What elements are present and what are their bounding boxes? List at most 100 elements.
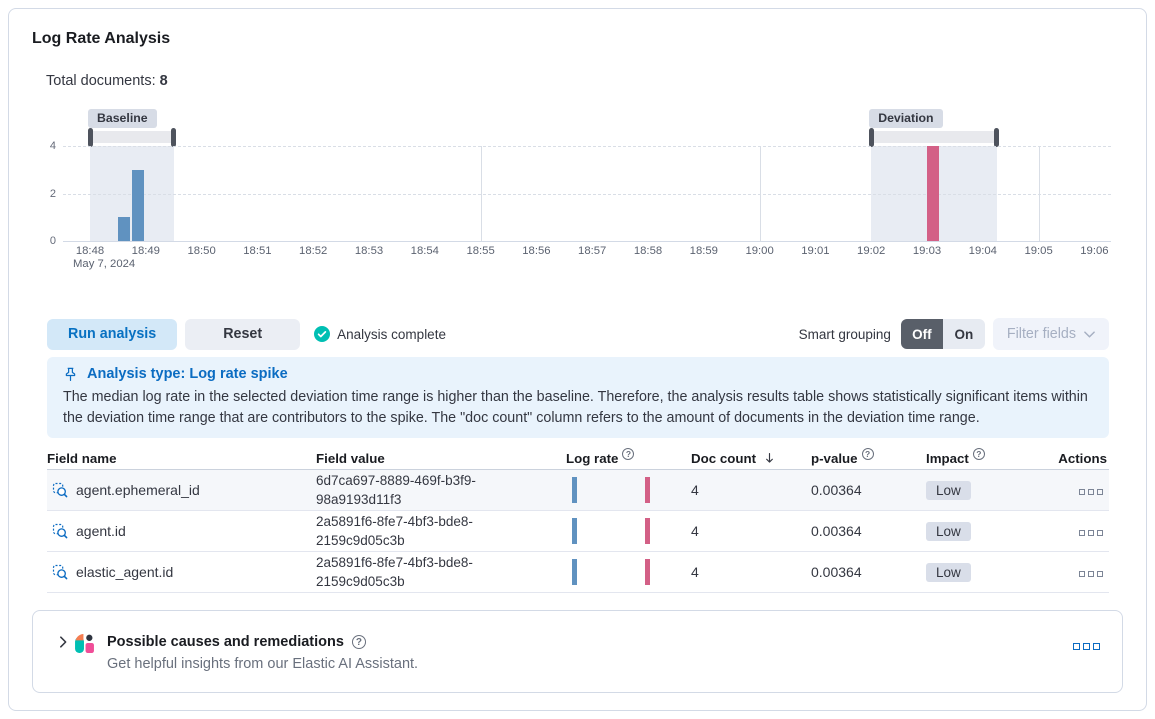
page-title: Log Rate Analysis <box>32 30 171 47</box>
chevron-right-icon <box>60 636 67 648</box>
total-documents: Total documents: 8 <box>46 73 168 89</box>
callout-body: The median log rate in the selected devi… <box>63 389 1088 426</box>
callout-title: Analysis type: Log rate spike <box>87 366 288 382</box>
deviation-brush-track[interactable] <box>871 131 997 143</box>
doc-count-value: 4 <box>691 564 699 580</box>
accordion-actions-button[interactable] <box>1073 643 1100 650</box>
field-statistics-icon[interactable] <box>52 523 68 539</box>
log-rate-info-icon[interactable]: ? <box>622 447 635 460</box>
column-header-actions: Actions <box>1058 450 1107 466</box>
total-documents-label: Total documents: <box>46 73 156 89</box>
deviation-brush-left-handle[interactable] <box>868 128 874 147</box>
accordion-expand-button[interactable] <box>56 635 70 652</box>
elastic-ai-assistant-icon <box>75 634 94 653</box>
smart-grouping-label: Smart grouping <box>798 326 891 342</box>
field-statistics-icon[interactable] <box>52 482 68 498</box>
x-axis-label: 18:49 <box>131 245 160 257</box>
mini-deviation-bar <box>645 559 650 585</box>
x-axis-label: 19:03 <box>912 245 942 257</box>
filter-fields-label: Filter fields <box>1006 326 1076 342</box>
y-axis-label: 0 <box>49 235 56 247</box>
baseline-brush-track[interactable] <box>90 131 174 143</box>
document-histogram: Baseline Deviation 0 2 4 18:48 18:49 18:50 18:51… <box>38 101 1130 277</box>
field-statistics-icon[interactable] <box>52 564 68 580</box>
impact-badge: Low <box>926 562 971 582</box>
deviation-histogram-bar <box>927 146 940 241</box>
row-actions-button[interactable] <box>1079 571 1103 577</box>
mini-baseline-bar <box>572 518 577 544</box>
total-documents-value: 8 <box>159 73 168 89</box>
column-header-field-value: Field value <box>316 450 385 466</box>
date-label: May 7, 2024 <box>73 258 136 270</box>
log-rate-mini-chart <box>566 476 658 504</box>
table-row: agent.ephemeral_id 6d7ca697-8889-469f-b3… <box>47 470 1109 511</box>
column-header-p-value: p-value? <box>811 447 926 466</box>
x-axis-label: 18:55 <box>466 245 495 257</box>
field-value-label: 2a5891f6-8fe7-4bf3-bde8-2159c9d05c3b <box>316 555 473 589</box>
x-axis-label: 18:50 <box>187 245 216 257</box>
y-axis-label: 4 <box>49 140 56 152</box>
doc-count-value: 4 <box>691 482 699 498</box>
table-row: elastic_agent.id 2a5891f6-8fe7-4bf3-bde8… <box>47 552 1109 593</box>
x-axis-label: 19:02 <box>857 245 886 257</box>
column-header-impact: Impact? <box>926 447 1041 466</box>
x-axis-label: 19:06 <box>1080 245 1109 257</box>
accordion-help-icon[interactable]: ? <box>351 635 366 649</box>
x-gridline <box>759 146 761 241</box>
x-axis-label: 18:51 <box>243 245 272 257</box>
baseline-histogram-bar <box>131 169 145 241</box>
p-value-info-icon[interactable]: ? <box>861 447 874 460</box>
x-axis-label: 18:58 <box>633 245 663 257</box>
impact-info-icon[interactable]: ? <box>972 447 985 460</box>
smart-grouping-toggle: Off On <box>900 319 985 349</box>
analysis-status-text: Analysis complete <box>337 326 446 342</box>
row-actions-button[interactable] <box>1079 489 1103 495</box>
results-table: Field name Field value Log rate? Doc cou… <box>47 447 1109 593</box>
x-gridline <box>480 146 482 241</box>
deviation-badge: Deviation <box>869 109 943 128</box>
filter-fields-button[interactable]: Filter fields <box>992 318 1109 350</box>
smart-grouping-on-button[interactable]: On <box>942 319 985 349</box>
baseline-badge: Baseline <box>88 109 157 128</box>
field-value-label: 6d7ca697-8889-469f-b3f9-98a9193d11f3 <box>316 473 476 507</box>
impact-badge: Low <box>926 480 971 500</box>
mini-baseline-bar <box>572 559 577 585</box>
table-row: agent.id 2a5891f6-8fe7-4bf3-bde8-2159c9d… <box>47 511 1109 552</box>
smart-grouping-off-button[interactable]: Off <box>900 319 943 349</box>
column-header-field-name: Field name <box>47 450 117 466</box>
y-gridline <box>63 146 1111 147</box>
row-actions-button[interactable] <box>1079 530 1103 536</box>
p-value-value: 0.00364 <box>811 523 862 539</box>
x-axis-label: 18:53 <box>354 245 384 257</box>
analysis-type-callout: Analysis type: Log rate spike The median… <box>47 357 1109 438</box>
baseline-brush-left-handle[interactable] <box>87 128 93 147</box>
table-header-row: Field name Field value Log rate? Doc cou… <box>47 447 1109 470</box>
accordion-title[interactable]: Possible causes and remediations <box>107 634 344 650</box>
x-axis-label: 18:48 <box>75 245 105 257</box>
column-header-doc-count[interactable]: Doc count <box>691 451 811 466</box>
x-axis-label: 18:57 <box>578 245 607 257</box>
field-name-label: agent.id <box>76 523 126 539</box>
x-axis-label: 18:59 <box>689 245 718 257</box>
x-axis-label: 18:56 <box>522 245 551 257</box>
p-value-value: 0.00364 <box>811 482 862 498</box>
deviation-brush-right-handle[interactable] <box>994 128 1000 147</box>
baseline-brush-right-handle[interactable] <box>171 128 177 147</box>
analysis-status: Analysis complete <box>314 326 446 342</box>
x-axis-label: 19:05 <box>1024 245 1053 257</box>
baseline-histogram-bar <box>117 217 131 241</box>
pin-icon <box>65 367 76 381</box>
table-body: agent.ephemeral_id 6d7ca697-8889-469f-b3… <box>47 470 1109 593</box>
check-circle-icon <box>314 326 331 342</box>
log-rate-mini-chart <box>566 517 658 545</box>
x-axis-label: 19:01 <box>801 245 830 257</box>
field-value-label: 2a5891f6-8fe7-4bf3-bde8-2159c9d05c3b <box>316 514 473 548</box>
run-analysis-button[interactable]: Run analysis <box>47 318 178 350</box>
possible-causes-accordion: Possible causes and remediations ? Get h… <box>32 610 1123 693</box>
y-axis-label: 2 <box>49 187 56 200</box>
reset-button[interactable]: Reset <box>185 318 301 350</box>
field-name-label: agent.ephemeral_id <box>76 482 200 498</box>
x-axis-label: 18:52 <box>299 245 328 257</box>
x-axis-line <box>63 241 1111 242</box>
x-gridline <box>1038 146 1040 241</box>
